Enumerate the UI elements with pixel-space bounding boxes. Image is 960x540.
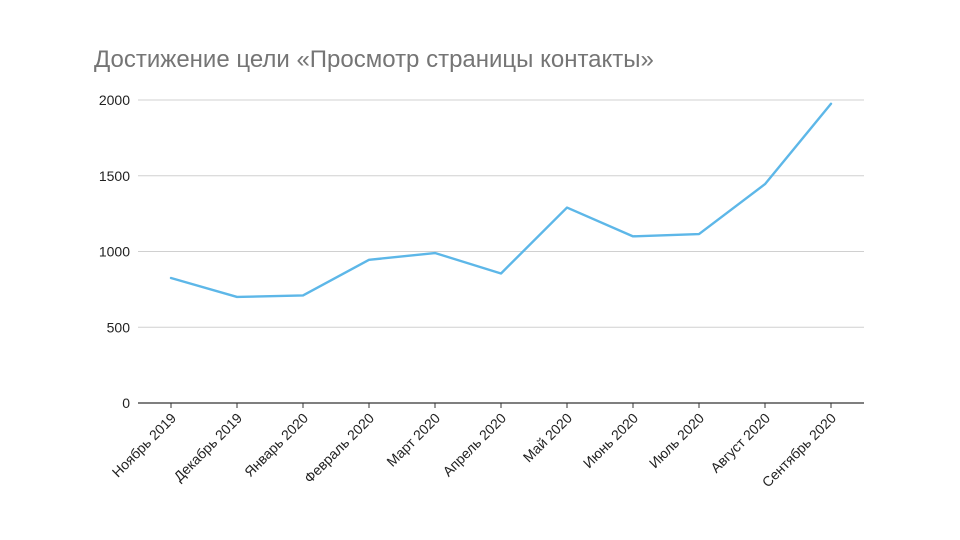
y-axis-tick-labels: 0 500 1000 1500 2000 [99,92,130,411]
series-line [169,102,833,299]
x-tick-label: Май 2020 [520,410,576,466]
x-tick-label: Апрель 2020 [439,410,509,480]
x-tick-label: Январь 2020 [241,410,311,480]
y-tick-label: 1500 [99,168,130,184]
x-tick-label: Июнь 2020 [580,410,641,471]
y-tick-label: 0 [122,395,130,411]
x-tick-label: Февраль 2020 [301,410,377,486]
x-tick-label: Декабрь 2019 [170,410,245,485]
x-tick-label: Март 2020 [383,410,443,470]
gridlines [138,99,864,328]
y-tick-label: 500 [107,319,131,335]
x-tick-label: Июль 2020 [646,410,707,471]
y-tick-label: 2000 [99,92,130,108]
chart-title: Достижение цели «Просмотр страницы конта… [94,46,654,73]
x-tick-label: Ноябрь 2019 [109,410,180,481]
series-lines [169,102,833,299]
x-tick-label: Август 2020 [707,410,773,476]
y-tick-label: 1000 [99,244,130,260]
